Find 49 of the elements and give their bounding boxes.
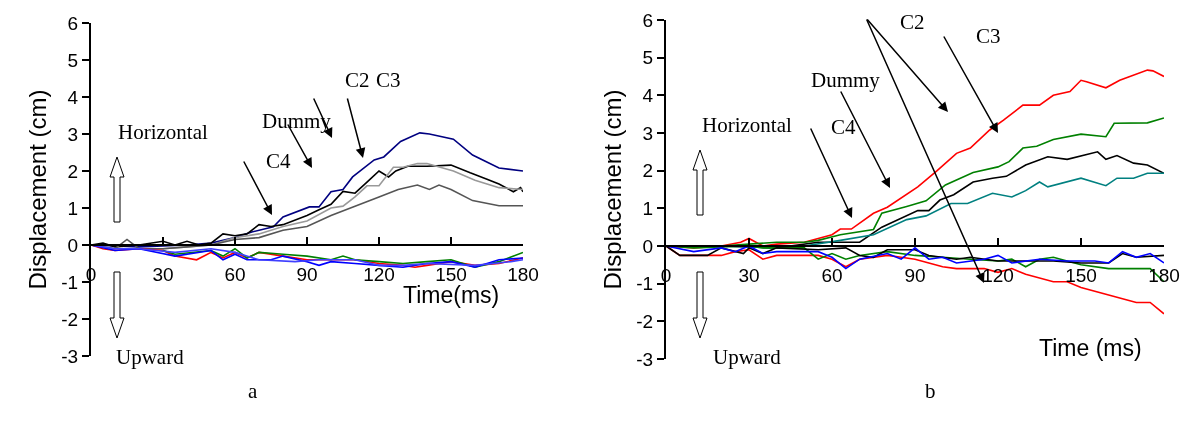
annotation: C3	[376, 68, 401, 92]
y-axis-title: Displacement (cm)	[598, 89, 626, 290]
y-tick-label: 5	[642, 47, 654, 69]
x-tick-label: 90	[296, 263, 318, 285]
y-tick-label: 2	[642, 160, 654, 182]
x-tick-label: 60	[821, 264, 843, 286]
y-tick-label: 4	[67, 86, 79, 108]
annotation: C3	[976, 24, 1001, 48]
y-tick-label: 1	[642, 197, 654, 219]
y-tick-label: 6	[67, 12, 79, 34]
x-tick-label: 30	[738, 264, 760, 286]
x-tick-label: 150	[435, 263, 467, 285]
y-tick-label: -3	[61, 345, 79, 367]
annotation: Dummy	[811, 68, 881, 92]
y-tick-label: 0	[67, 234, 79, 256]
annotation: C2	[900, 10, 925, 34]
y-tick-label: -1	[636, 273, 654, 295]
x-tick-label: 60	[224, 263, 246, 285]
x-axis-title: Time (ms)	[1039, 335, 1142, 361]
annotation: C4	[831, 115, 857, 139]
x-tick-label: 30	[152, 263, 174, 285]
annotation: Upward	[713, 345, 782, 369]
x-axis-title: Time(ms)	[403, 282, 500, 308]
y-tick-label: 2	[67, 160, 79, 182]
annotation: C4	[266, 149, 292, 173]
y-tick-label: 0	[642, 235, 654, 257]
y-tick-label: 3	[67, 123, 79, 145]
x-tick-label: 120	[982, 264, 1014, 286]
y-tick-label: -3	[636, 348, 654, 370]
annotation: Upward	[116, 345, 185, 369]
text: b	[925, 379, 936, 403]
y-tick-label: 5	[67, 49, 79, 71]
x-tick-label: 150	[1065, 264, 1097, 286]
annotation: Horizontal	[702, 113, 792, 137]
y-tick-label: -2	[61, 308, 79, 330]
x-tick-label: 90	[904, 264, 926, 286]
y-tick-label: 1	[67, 197, 79, 219]
y-tick-label: 3	[642, 122, 654, 144]
annotation: Horizontal	[118, 120, 208, 144]
x-tick-label: 180	[507, 263, 539, 285]
y-axis-title: Displacement (cm)	[23, 89, 51, 290]
y-tick-label: -2	[636, 310, 654, 332]
y-tick-label: -1	[61, 271, 79, 293]
x-tick-label: 120	[363, 263, 395, 285]
y-tick-label: 6	[642, 9, 654, 31]
text: a	[248, 379, 258, 403]
annotation: C2	[345, 68, 370, 92]
y-tick-label: 4	[642, 84, 654, 106]
line-series	[162, 247, 523, 268]
